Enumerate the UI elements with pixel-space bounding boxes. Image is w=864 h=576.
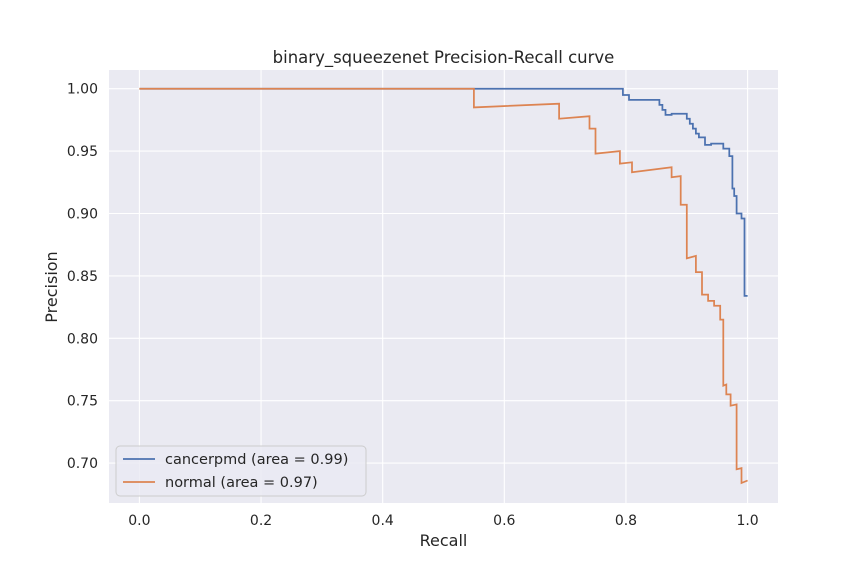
legend-box [115, 445, 367, 497]
x-tick-label: 0.4 [372, 513, 394, 529]
y-tick-label: 0.85 [67, 269, 98, 285]
legend-label-cancerpmd: cancerpmd (area = 0.99) [165, 452, 348, 468]
x-tick-labels: 0.0 0.2 0.4 0.6 0.8 1.0 [128, 513, 758, 529]
y-axis-label: Precision [42, 251, 61, 322]
x-tick-label: 0.2 [250, 513, 272, 529]
y-tick-label: 0.80 [67, 331, 98, 347]
x-tick-label: 0.8 [615, 513, 637, 529]
x-axis-label: Recall [420, 531, 468, 550]
chart-title: binary_squeezenet Precision-Recall curve [273, 48, 615, 68]
y-tick-label: 0.95 [67, 144, 98, 160]
y-tick-labels: 0.70 0.75 0.80 0.85 0.90 0.95 1.00 [67, 82, 98, 472]
x-tick-label: 1.0 [736, 513, 758, 529]
x-tick-label: 0.6 [493, 513, 515, 529]
x-tick-label: 0.0 [128, 513, 150, 529]
y-tick-label: 1.00 [67, 82, 98, 98]
series-lines [139, 87, 748, 485]
series-line-0 [139, 87, 748, 297]
legend-label-normal: normal (area = 0.97) [165, 475, 318, 491]
y-tick-label: 0.70 [67, 456, 98, 472]
legend: cancerpmd (area = 0.99) normal (area = 0… [115, 445, 367, 497]
y-tick-label: 0.75 [67, 394, 98, 410]
series-line-1 [139, 87, 748, 485]
y-tick-label: 0.90 [67, 207, 98, 223]
plot-background [109, 70, 778, 503]
